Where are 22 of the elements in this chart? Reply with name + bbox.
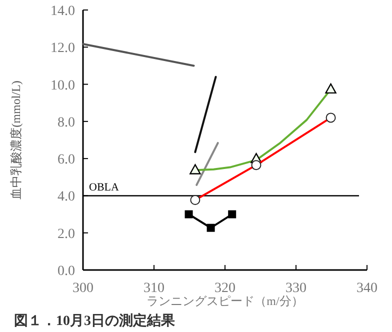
point — [325, 83, 336, 94]
point — [206, 224, 215, 232]
point — [184, 210, 193, 218]
y-tick-label: 10.0 — [50, 78, 75, 94]
x-tick-label: 310 — [144, 281, 164, 296]
x-tick-label: 300 — [72, 281, 94, 296]
x-tick-label: 340 — [356, 281, 378, 296]
point — [190, 164, 201, 174]
x-axis-title: ランニングスピード（m/分） — [146, 294, 304, 308]
x-tick-label: 320 — [214, 281, 236, 296]
x-tick-label: 330 — [286, 281, 306, 296]
caption: 図１．10月3日の測定結果 — [14, 312, 176, 329]
y-tick-label: 8.0 — [58, 115, 75, 130]
y-tick-label: 6.0 — [58, 152, 75, 168]
point — [228, 210, 236, 218]
ref-line-label: OBLA — [89, 182, 119, 194]
y-axis-title: 血中乳酸濃度(mmol/L) — [9, 80, 23, 200]
y-tick-label: 4.0 — [58, 190, 75, 205]
y-tick-label: 2.0 — [58, 226, 75, 242]
y-tick-label: 0.0 — [58, 264, 75, 279]
y-tick-label: 14.0 — [50, 4, 75, 19]
y-tick-label: 12.0 — [50, 41, 75, 56]
